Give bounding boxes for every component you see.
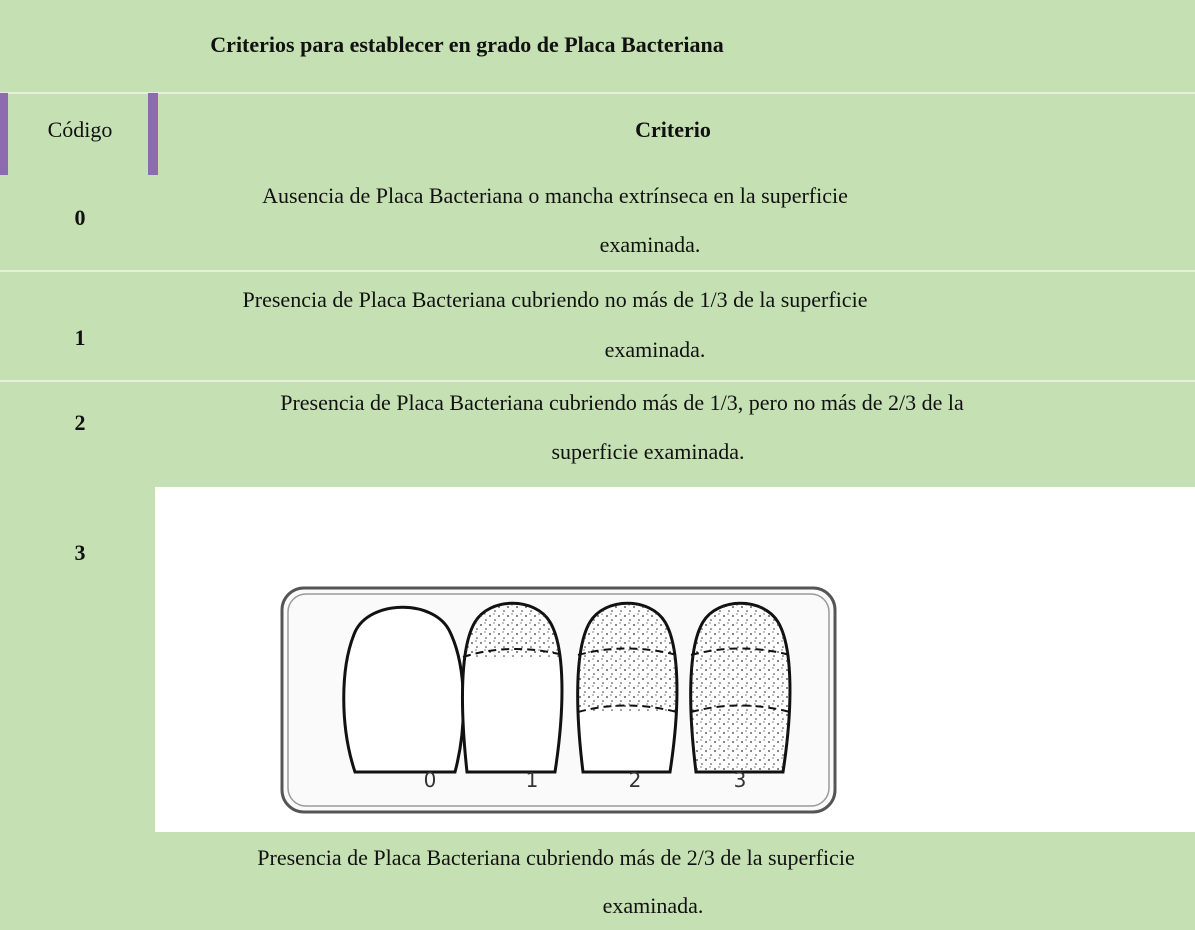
tooth-label: 1 — [526, 768, 539, 792]
row-criterion: superficie examinada. — [551, 439, 745, 464]
header-accent — [148, 93, 158, 175]
row-criterion: examinada. — [602, 893, 704, 918]
column-header: Código — [47, 117, 113, 142]
row-separator — [0, 270, 1195, 272]
row-criterion: Presencia de Placa Bacteriana cubriendo … — [280, 390, 964, 415]
row-code: 2 — [74, 410, 86, 435]
row-criterion: examinada. — [599, 232, 701, 257]
row-code: 3 — [74, 540, 86, 565]
column-header: Criterio — [635, 117, 711, 142]
row-criterion: examinada. — [604, 337, 706, 362]
tooth-label: 0 — [424, 768, 437, 792]
row-criterion: Presencia de Placa Bacteriana cubriendo … — [257, 845, 855, 870]
row-criterion: Presencia de Placa Bacteriana cubriendo … — [242, 287, 868, 312]
row-criterion: Ausencia de Placa Bacteriana o mancha ex… — [262, 183, 848, 208]
row-separator — [0, 380, 1195, 382]
table-title: Criterios para establecer en grado de Pl… — [210, 32, 724, 57]
row-code: 0 — [74, 205, 86, 230]
row-separator — [0, 92, 1195, 94]
plaque-figure: 0 1 2 3 — [155, 487, 1195, 832]
tooth-label: 3 — [734, 768, 747, 792]
teeth-diagram: 0 1 2 3 — [280, 586, 837, 814]
row-code: 1 — [74, 325, 86, 350]
header-accent — [0, 93, 8, 175]
tooth-label: 2 — [629, 768, 642, 792]
